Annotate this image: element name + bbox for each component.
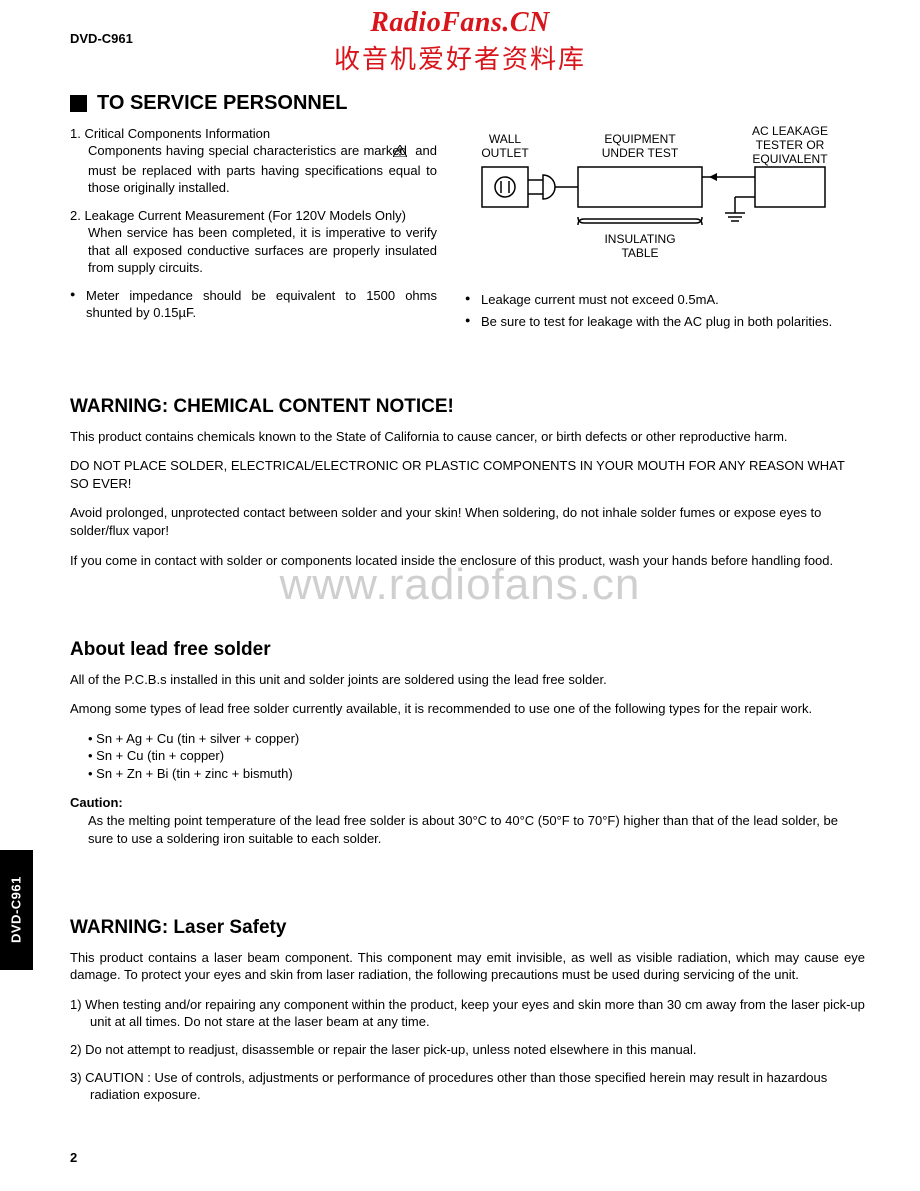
svg-text:EQUIVALENT: EQUIVALENT [752,152,828,166]
section4-list: 1) When testing and/or repairing any com… [70,996,865,1104]
solder-type-3: Sn + Zn + Bi (tin + zinc + bismuth) [88,765,865,783]
section2-p2: DO NOT PLACE SOLDER, ELECTRICAL/ELECTRON… [70,457,865,492]
svg-text:INSULATING: INSULATING [604,232,675,246]
left-bullet-1: Meter impedance should be equivalent to … [70,287,437,322]
section1-left-bullets: Meter impedance should be equivalent to … [70,287,437,322]
section1-right-col: WALL OUTLET EQUIPMENT UNDER TEST AC LEAK… [465,125,865,335]
section4-heading: WARNING: Laser Safety [70,915,865,941]
section2-p1: This product contains chemicals known to… [70,428,865,446]
square-bullet-icon [70,95,87,112]
section3-p1: All of the P.C.B.s installed in this uni… [70,671,865,689]
page-content: DVD-C961 TO SERVICE PERSONNEL 1. Critica… [0,0,920,1144]
laser-note-2: 2) Do not attempt to readjust, disassemb… [70,1041,865,1059]
solder-type-1: Sn + Ag + Cu (tin + silver + copper) [88,730,865,748]
section1-left-col: 1. Critical Components Information Compo… [70,125,437,335]
section2-p3: Avoid prolonged, unprotected contact bet… [70,504,865,539]
leakage-test-diagram: WALL OUTLET EQUIPMENT UNDER TEST AC LEAK… [465,125,865,275]
laser-note-3: 3) CAUTION : Use of controls, adjustment… [70,1069,865,1104]
section1-columns: 1. Critical Components Information Compo… [70,125,865,335]
solder-type-2: Sn + Cu (tin + copper) [88,747,865,765]
svg-text:TESTER OR: TESTER OR [756,138,825,152]
caution-body: As the melting point temperature of the … [88,812,865,847]
section2-p4: If you come in contact with solder or co… [70,552,865,570]
caution-label: Caution: [70,794,865,812]
section3-p2: Among some types of lead free solder cur… [70,700,865,718]
section1-numbered-list: 1. Critical Components Information Compo… [70,125,437,277]
item2-title: 2. Leakage Current Measurement (For 120V… [70,208,406,223]
item1-body-a: Components having special characteristic… [88,143,411,158]
svg-text:OUTLET: OUTLET [481,146,529,160]
laser-note-1: 1) When testing and/or repairing any com… [70,996,865,1031]
section1-item2: 2. Leakage Current Measurement (For 120V… [70,207,437,277]
section2-heading: WARNING: CHEMICAL CONTENT NOTICE! [70,394,865,420]
svg-text:EQUIPMENT: EQUIPMENT [604,132,676,146]
section1-right-bullets: Leakage current must not exceed 0.5mA. B… [465,291,865,330]
item1-title: 1. Critical Components Information [70,126,270,141]
right-bullet-2: Be sure to test for leakage with the AC … [465,313,865,331]
svg-text:WALL: WALL [489,132,522,146]
section1-heading-text: TO SERVICE PERSONNEL [97,90,347,117]
section3-bullets: Sn + Ag + Cu (tin + silver + copper) Sn … [88,730,865,783]
model-header: DVD-C961 [70,30,865,48]
page-number: 2 [70,1149,77,1167]
section3-heading: About lead free solder [70,637,865,663]
right-bullet-1: Leakage current must not exceed 0.5mA. [465,291,865,309]
section1-heading: TO SERVICE PERSONNEL [70,90,865,117]
svg-text:UNDER TEST: UNDER TEST [602,146,679,160]
section1-item1: 1. Critical Components Information Compo… [70,125,437,197]
svg-text:TABLE: TABLE [621,246,658,260]
item2-body: When service has been completed, it is i… [88,225,437,275]
section4-p1: This product contains a laser beam compo… [70,949,865,984]
svg-text:AC LEAKAGE: AC LEAKAGE [752,125,828,138]
